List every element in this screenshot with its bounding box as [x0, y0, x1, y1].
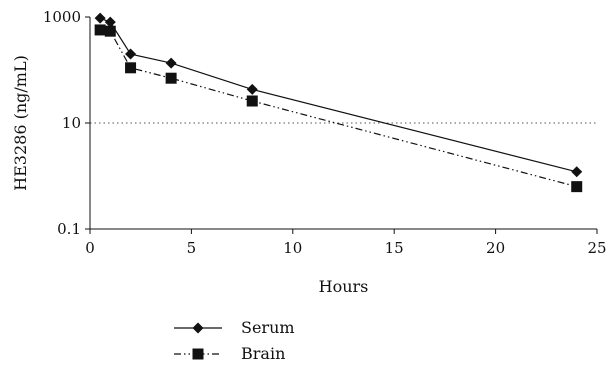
- legend-marker-brain: [192, 348, 204, 360]
- y-axis-title: HE3286 (ng/mL): [11, 55, 30, 191]
- data-point-serum: [125, 48, 137, 60]
- x-tick-label: 25: [587, 239, 606, 257]
- series-line-serum: [99, 17, 577, 173]
- data-point-serum: [94, 12, 106, 24]
- legend: Serum Brain: [174, 318, 295, 363]
- data-point-brain: [104, 25, 116, 37]
- x-tick-label: 0: [85, 239, 95, 257]
- ticks: 0 5 10 15 20 25 0.1 10 1000: [43, 8, 607, 257]
- data-point-serum: [571, 166, 583, 178]
- legend-label-brain: Brain: [241, 344, 285, 363]
- data-point-brain: [125, 62, 137, 74]
- x-tick-label: 15: [385, 239, 404, 257]
- data-point-serum: [104, 16, 116, 28]
- data-point-brain: [571, 181, 583, 193]
- y-tick-label: 1000: [43, 8, 81, 26]
- x-tick-label: 5: [187, 239, 197, 257]
- series: [94, 12, 583, 193]
- x-tick-label: 20: [486, 239, 505, 257]
- y-tick-label: 10: [62, 114, 81, 132]
- legend-item-serum: Serum: [174, 318, 295, 337]
- legend-label-serum: Serum: [241, 318, 295, 337]
- data-point-brain: [94, 24, 106, 36]
- data-point-brain: [246, 95, 258, 107]
- x-tick-label: 10: [283, 239, 302, 257]
- data-point-serum: [165, 57, 177, 69]
- series-serum: [94, 12, 583, 178]
- data-point-brain: [165, 72, 177, 84]
- x-axis-title: Hours: [319, 277, 369, 296]
- series-line-brain: [100, 29, 577, 188]
- data-point-serum: [246, 83, 258, 95]
- legend-marker-serum: [192, 322, 204, 334]
- y-tick-label: 0.1: [57, 220, 81, 238]
- series-brain: [94, 24, 583, 193]
- legend-item-brain: Brain: [174, 344, 285, 363]
